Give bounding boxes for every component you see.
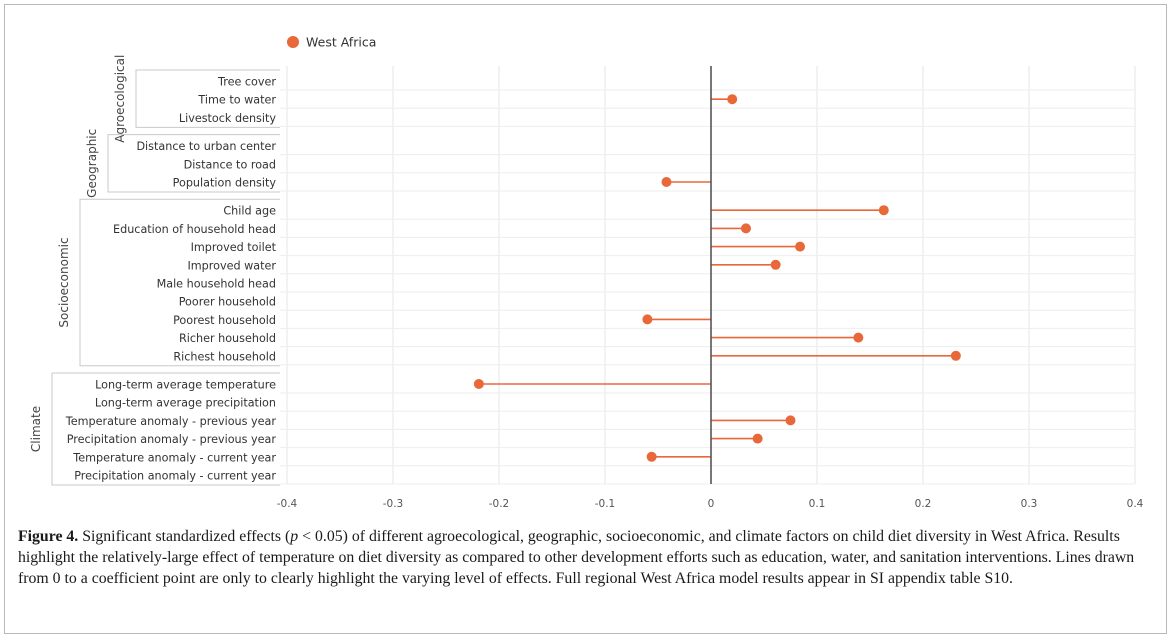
group-bracket-socioeconomic	[79, 198, 280, 367]
point-time-to-water	[727, 94, 738, 105]
caption-text-1: Significant standardized effects (	[78, 528, 291, 545]
row-label-improved-water: Improved water	[187, 259, 276, 272]
row-label-temperature-anomaly-current-year: Temperature anomaly - current year	[72, 451, 276, 464]
group-label-climate: Climate	[29, 406, 43, 452]
row-label-richest-household: Richest household	[173, 350, 276, 363]
x-tick-label-7: 0.3	[1021, 498, 1038, 510]
point-child-age	[878, 205, 889, 216]
group-bracket-agroecological	[135, 69, 280, 128]
group-label-geographic: Geographic	[85, 129, 99, 198]
point-richest-household	[950, 350, 961, 361]
point-improved-water	[770, 259, 781, 270]
legend-marker	[287, 36, 299, 48]
group-bracket-geographic	[107, 134, 280, 193]
row-label-livestock-density: Livestock density	[179, 112, 276, 125]
row-label-improved-toilet: Improved toilet	[191, 241, 277, 254]
row-label-long-term-average-precipitation: Long-term average precipitation	[95, 397, 276, 410]
row-label-long-term-average-temperature: Long-term average temperature	[95, 379, 276, 392]
caption-p-symbol: p	[290, 528, 299, 545]
caption-text-2: < 0.05) of different agroecological, geo…	[18, 528, 1135, 587]
row-label-temperature-anomaly-previous-year: Temperature anomaly - previous year	[65, 415, 277, 428]
row-label-population-density: Population density	[173, 177, 277, 190]
point-temperature-anomaly-current-year	[646, 451, 657, 462]
row-label-precipitation-anomaly-current-year: Precipitation anomaly - current year	[74, 470, 276, 483]
x-tick-label-2: -0.2	[489, 498, 510, 510]
row-label-male-household-head: Male household head	[157, 278, 276, 291]
figure-frame	[4, 4, 1167, 634]
x-tick-label-0: -0.4	[277, 498, 298, 510]
point-education-of-household-head	[740, 223, 751, 234]
x-tick-label-6: 0.2	[915, 498, 932, 510]
point-temperature-anomaly-previous-year	[785, 415, 796, 426]
group-bracket-climate	[51, 372, 280, 486]
row-label-tree-cover: Tree cover	[217, 76, 276, 89]
x-tick-label-5: 0.1	[809, 498, 826, 510]
row-label-poorer-household: Poorer household	[179, 296, 276, 309]
row-label-distance-to-urban-center: Distance to urban center	[136, 140, 276, 153]
row-label-poorest-household: Poorest household	[173, 314, 276, 327]
x-tick-label-8: 0.4	[1127, 498, 1144, 510]
point-precipitation-anomaly-previous-year	[752, 433, 763, 444]
group-label-socioeconomic: Socioeconomic	[57, 237, 71, 327]
row-label-precipitation-anomaly-previous-year: Precipitation anomaly - previous year	[67, 433, 277, 446]
group-label-agroecological: Agroecological	[113, 55, 127, 143]
point-improved-toilet	[795, 241, 806, 252]
point-richer-household	[853, 332, 864, 343]
figure-caption: Figure 4. Significant standardized effec…	[18, 526, 1158, 589]
row-label-time-to-water: Time to water	[197, 94, 276, 107]
x-tick-label-1: -0.3	[383, 498, 404, 510]
row-label-education-of-household-head: Education of household head	[113, 223, 276, 236]
row-label-distance-to-road: Distance to road	[184, 158, 276, 171]
row-label-child-age: Child age	[223, 205, 276, 218]
caption-label: Figure 4.	[18, 528, 79, 545]
legend-label: West Africa	[306, 35, 376, 50]
x-tick-label-4: 0	[708, 498, 715, 510]
lollipop-chart: Tree cover Time to water Livestock density…	[29, 35, 1144, 511]
point-poorest-household	[642, 314, 653, 325]
point-long-term-average-temperature	[473, 379, 484, 389]
point-population-density	[661, 177, 672, 187]
row-label-richer-household: Richer household	[179, 332, 276, 345]
x-tick-label-3: -0.1	[595, 498, 616, 510]
